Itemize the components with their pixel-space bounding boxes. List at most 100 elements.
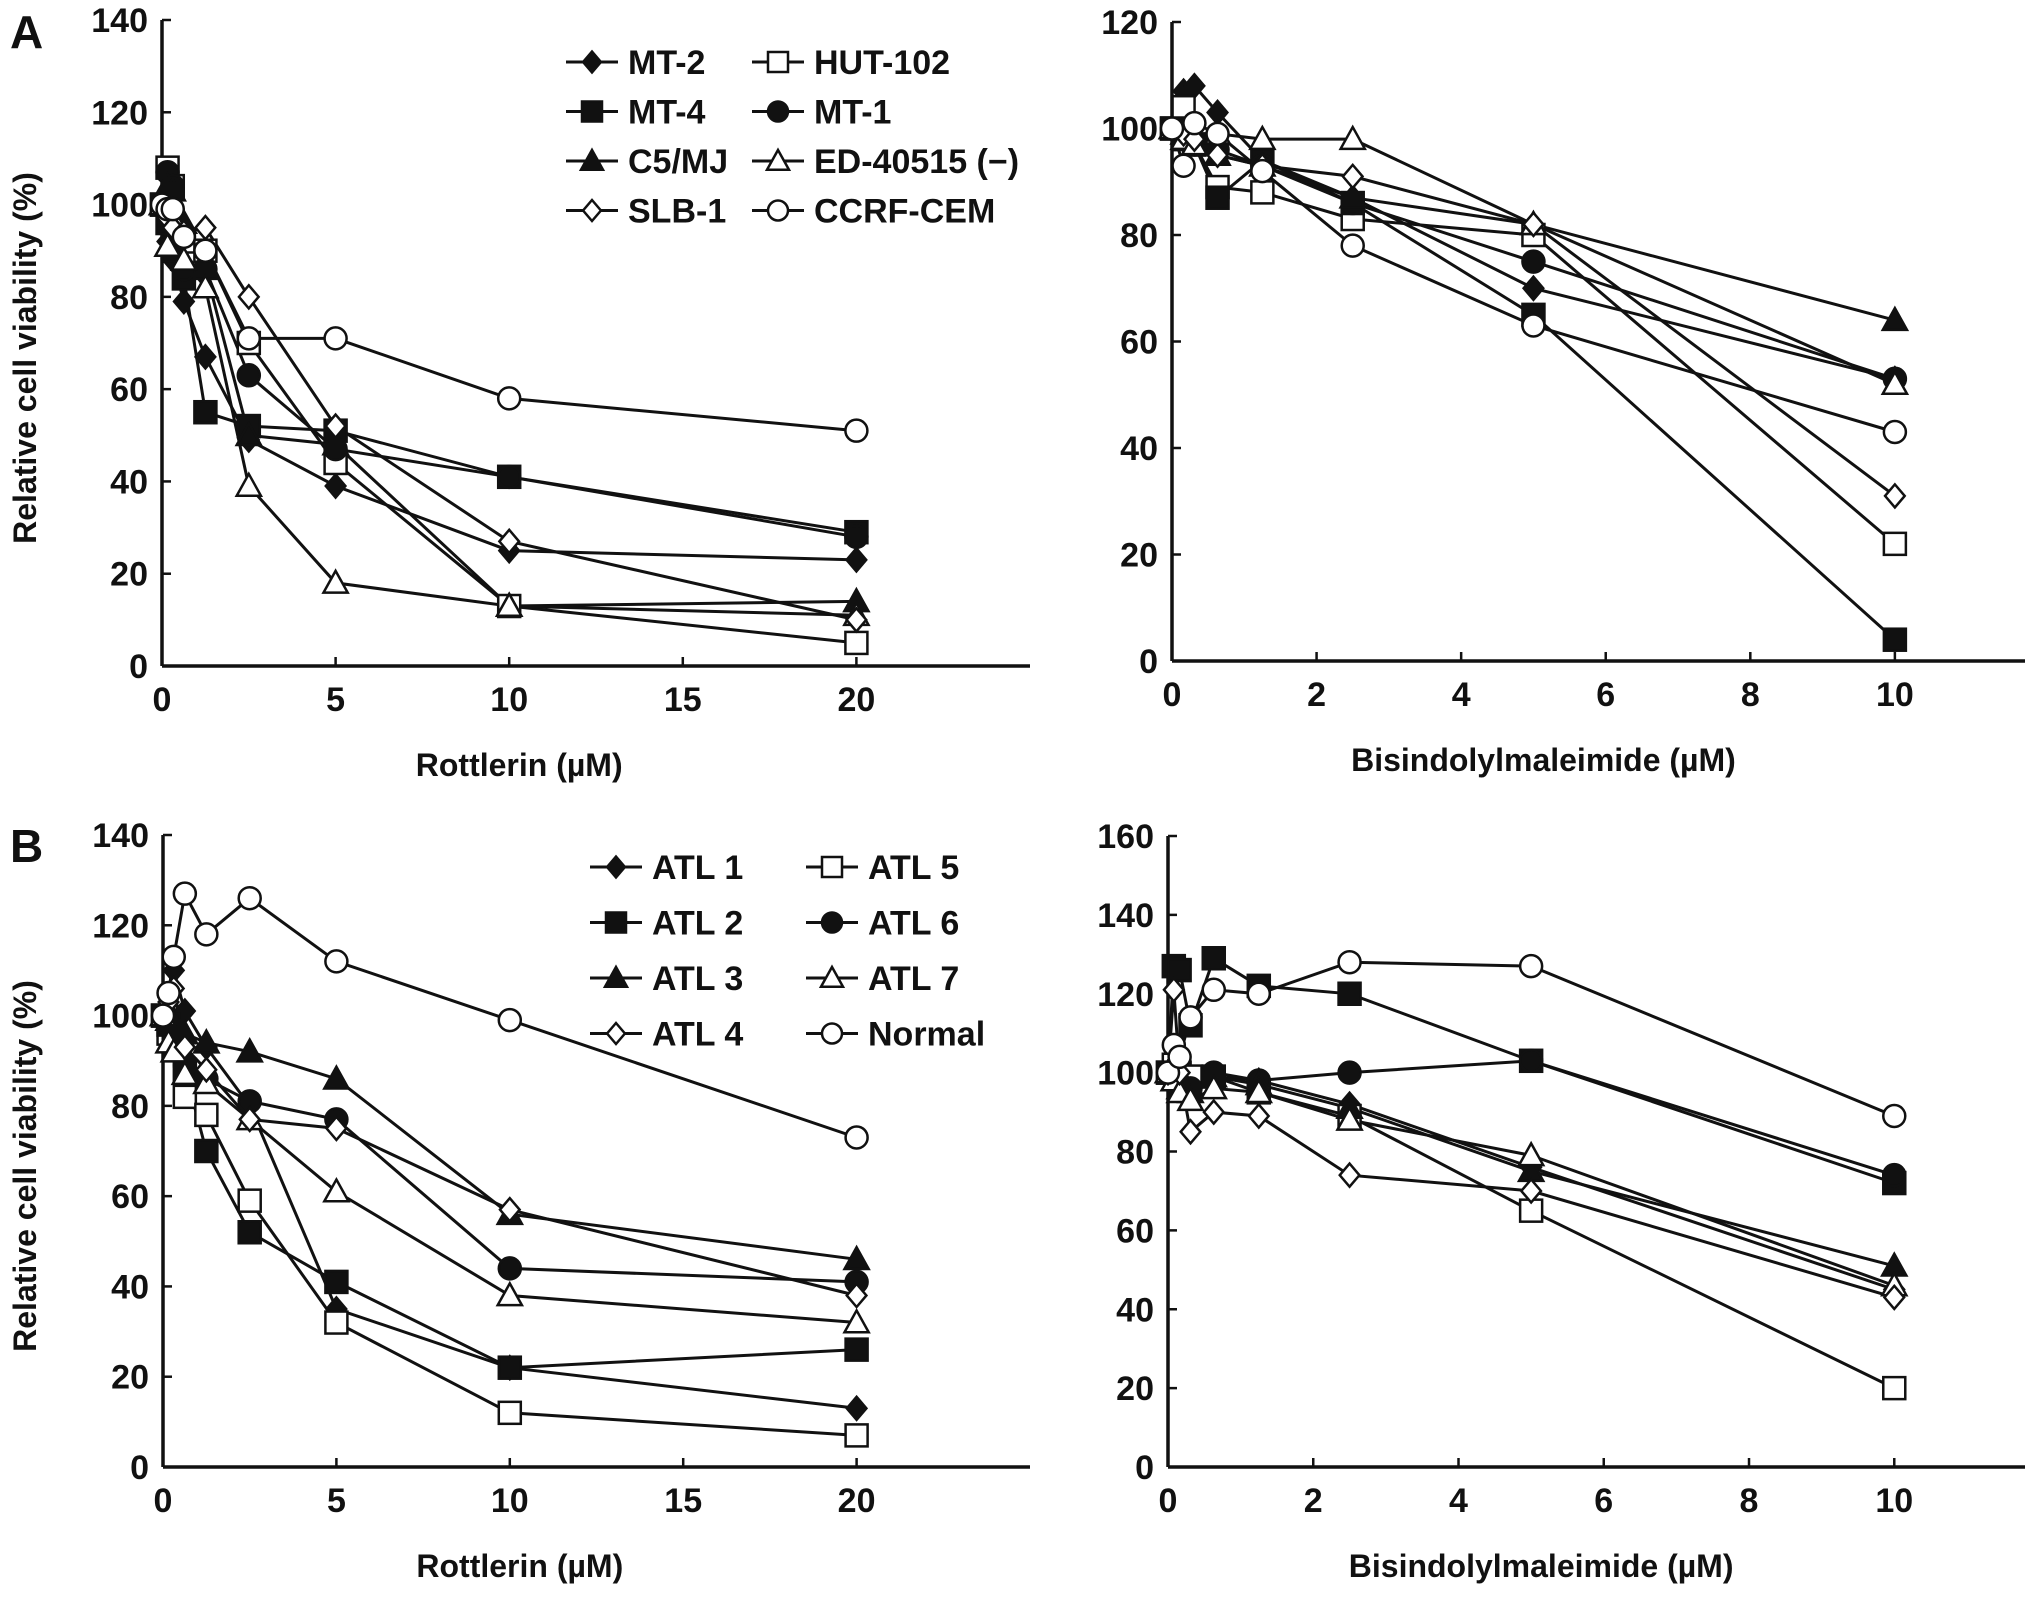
data-point <box>1162 976 1186 1004</box>
legend-marker-square-icon <box>766 50 790 74</box>
data-point <box>1250 158 1275 184</box>
legend-marker-diamond-icon <box>605 854 627 880</box>
data-point <box>845 1394 869 1422</box>
legend-label: ATL 4 <box>652 1016 743 1054</box>
x-tick-label: 4 <box>1449 1482 1468 1520</box>
x-tick-label: 5 <box>327 1482 346 1520</box>
legend-item: ATL 5 <box>806 849 959 887</box>
x-tick-label: 6 <box>1594 1482 1613 1520</box>
y-tick-label: 80 <box>111 1088 149 1126</box>
data-point <box>844 630 869 656</box>
legend-label: SLB-1 <box>628 193 726 231</box>
y-tick-label: 20 <box>111 1359 149 1397</box>
data-point <box>323 326 348 351</box>
data-point <box>496 386 522 411</box>
legend-item: ATL 7 <box>806 960 959 998</box>
y-tick-label: 40 <box>110 463 148 501</box>
data-point <box>172 287 196 315</box>
y-tick-label: 120 <box>1097 976 1154 1014</box>
data-point <box>321 429 350 456</box>
data-point <box>160 196 186 222</box>
series-markers-ccrf-cem <box>1159 110 1908 445</box>
x-tick-label: 5 <box>326 681 345 719</box>
y-tick-label: 80 <box>1116 1134 1154 1172</box>
legend-item: C5/MJ <box>566 143 728 181</box>
data-point <box>322 1064 351 1090</box>
data-point <box>324 1310 349 1335</box>
data-point <box>192 1027 221 1054</box>
data-point <box>1338 183 1367 209</box>
y-tick-label: 140 <box>1097 897 1154 935</box>
data-point <box>153 231 182 258</box>
legend-label: HUT-102 <box>814 44 950 82</box>
series-markers-atl-3 <box>1153 1057 1909 1277</box>
data-point <box>172 881 198 906</box>
y-tick-label: 60 <box>111 1178 149 1216</box>
data-point <box>1246 981 1272 1006</box>
data-point <box>191 272 220 299</box>
x-axis-title: Bisindolylmaleimide (µM) <box>1351 742 1736 778</box>
data-point <box>1882 1375 1907 1401</box>
series-line-normal <box>1166 960 1895 1118</box>
y-axis-title: Relative cell viability (%) <box>7 980 43 1352</box>
data-point <box>1883 482 1907 510</box>
legend: ATL 1 ATL 5 ATL 2 ATL 6 ATL 3 ATL 7 ATL 4 Norma… <box>590 849 985 1054</box>
y-tick-label: 40 <box>1116 1291 1154 1329</box>
data-point <box>238 1105 262 1133</box>
data-point <box>497 1400 523 1426</box>
data-point <box>844 1423 869 1448</box>
data-point <box>1882 1283 1906 1311</box>
data-point <box>194 1056 218 1084</box>
data-point <box>1202 1098 1226 1126</box>
data-point <box>1521 274 1545 302</box>
legend-label: MT-4 <box>628 94 706 132</box>
x-axis-title: Rottlerin (µM) <box>416 1548 623 1584</box>
legend-marker-diamond-icon <box>581 49 603 75</box>
data-point <box>172 1084 198 1110</box>
legend-item: HUT-102 <box>752 44 950 82</box>
x-tick-label: 4 <box>1452 676 1471 714</box>
series-line-atl-1 <box>161 970 857 1410</box>
data-point <box>495 1280 525 1307</box>
legend-label: ATL 5 <box>868 849 959 887</box>
legend-item: MT-1 <box>752 94 891 132</box>
data-point <box>496 464 522 490</box>
legend-label: ED-40515 (−) <box>814 143 1019 181</box>
data-point <box>1159 116 1185 141</box>
data-point <box>1337 1060 1362 1085</box>
data-point <box>1244 1077 1274 1104</box>
data-point <box>194 922 219 947</box>
data-point <box>1519 1177 1543 1205</box>
x-tick-label: 15 <box>664 681 702 719</box>
x-tick-label: 10 <box>490 681 528 719</box>
chart-a-left: 0 20 40 60 80 100 120 140 0 5 10 15 20 Rottlerin (µM)… <box>7 2 1030 783</box>
data-point <box>497 1355 523 1380</box>
data-point <box>844 1125 869 1150</box>
data-point <box>844 1337 869 1362</box>
y-tick-label: 40 <box>1120 430 1158 468</box>
data-point <box>1882 531 1908 557</box>
legend-item: ATL 6 <box>806 905 959 943</box>
data-point <box>170 1059 200 1086</box>
legend-marker-square-icon <box>604 911 628 934</box>
y-tick-label: 0 <box>1139 643 1158 681</box>
data-point <box>1201 946 1227 971</box>
data-point <box>844 524 869 550</box>
data-point <box>235 1037 264 1063</box>
y-tick-label: 0 <box>1135 1449 1154 1487</box>
x-tick-label: 0 <box>1159 1482 1178 1520</box>
data-point <box>1882 419 1908 445</box>
y-tick-label: 80 <box>1120 217 1158 255</box>
series-markers-ccrf-cem <box>149 192 869 443</box>
y-tick-label: 140 <box>92 817 149 855</box>
series-line-atl-5 <box>1166 1062 1895 1390</box>
data-point <box>1182 110 1207 136</box>
series-line-mt-4 <box>1170 127 1896 641</box>
legend-item: MT-2 <box>566 44 705 82</box>
chart-b-right: 0 20 40 60 80 100 120 140 160 0 2 4 6 8 10 Bisindolylma… <box>1097 818 2025 1584</box>
data-point <box>1248 124 1277 151</box>
data-point <box>1199 1073 1228 1100</box>
data-point <box>156 980 181 1006</box>
legend-marker-circle-icon <box>820 911 844 934</box>
